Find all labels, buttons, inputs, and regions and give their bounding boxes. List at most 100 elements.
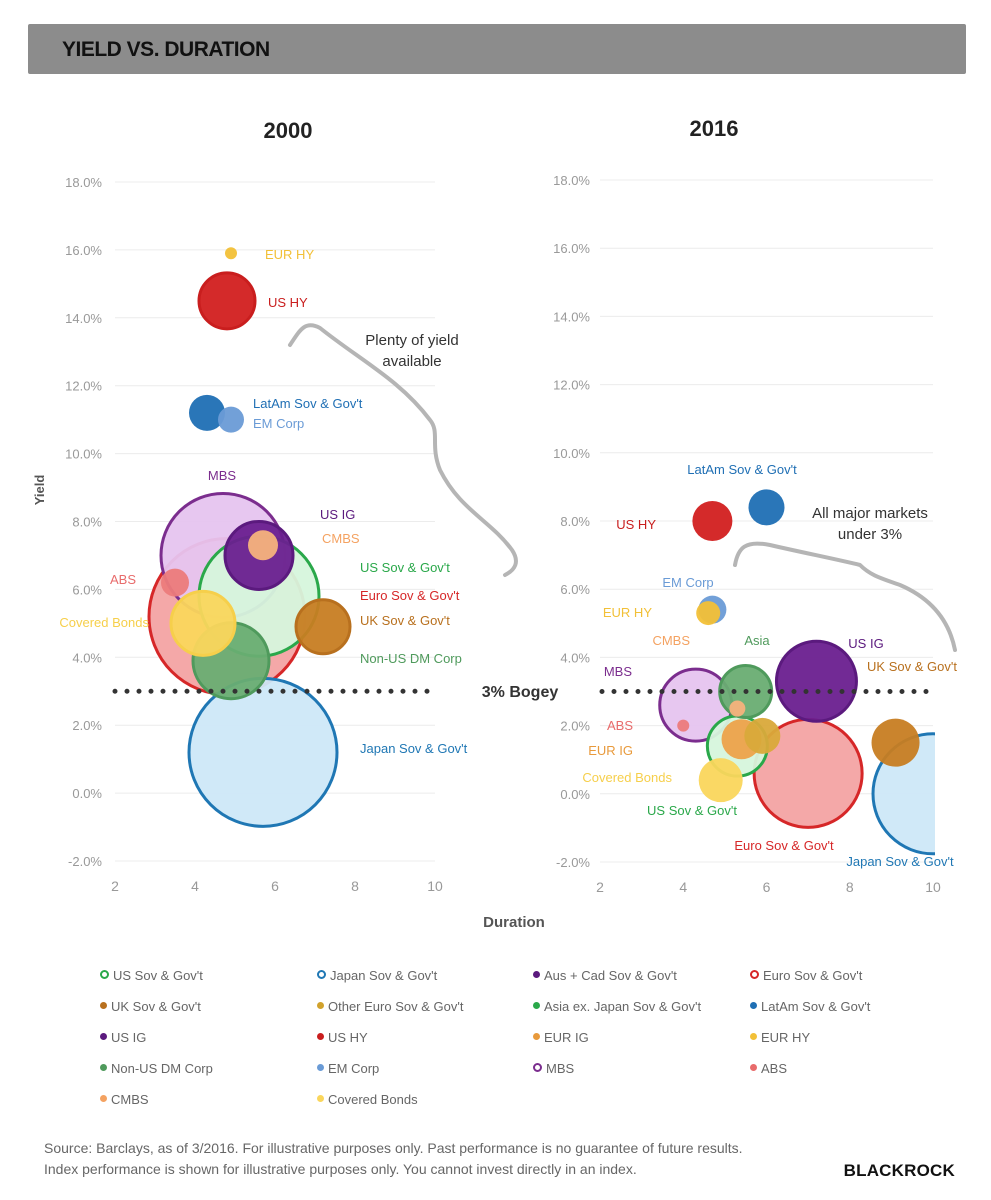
- legend-swatch: [750, 970, 759, 980]
- legend-swatch: [100, 970, 109, 980]
- legend-item-us-hy: US HY: [317, 1030, 368, 1045]
- legend-label: LatAm Sov & Gov't: [761, 999, 871, 1014]
- legend-swatch: [317, 970, 326, 980]
- bubble-eur-hy: [696, 601, 721, 626]
- y-tick-label: 2.0%: [560, 719, 590, 734]
- point-label-cmbs: CMBS: [322, 531, 360, 546]
- legend-item-euro-sov-gov-t: Euro Sov & Gov't: [750, 968, 862, 983]
- annotation-text: under 3%: [838, 526, 902, 543]
- legend-item-us-sov-gov-t: US Sov & Gov't: [100, 968, 203, 983]
- legend-label: US IG: [111, 1030, 147, 1045]
- point-label-mbs: MBS: [208, 468, 237, 483]
- legend-label: Other Euro Sov & Gov't: [328, 999, 464, 1014]
- y-tick-label: 12.0%: [553, 378, 590, 393]
- point-label-japan-sov-gov-t: Japan Sov & Gov't: [846, 854, 954, 869]
- point-label-uk-sov-gov-t: UK Sov & Gov't: [360, 613, 450, 628]
- annotation-text: All major markets: [812, 505, 928, 522]
- legend-item-abs: ABS: [750, 1061, 787, 1076]
- x-tick-label: 10: [427, 878, 443, 894]
- bubble-eur-hy: [225, 247, 237, 260]
- y-tick-label: 4.0%: [560, 650, 590, 665]
- legend-label: CMBS: [111, 1092, 149, 1107]
- legend-item-aus-cad-sov-gov-t: Aus + Cad Sov & Gov't: [533, 968, 677, 983]
- page-title: YIELD VS. DURATION: [62, 38, 270, 61]
- legend-label: EUR HY: [761, 1030, 811, 1045]
- point-label-latam-sov-gov-t: LatAm Sov & Gov't: [687, 462, 797, 477]
- point-label-non-us-dm-corp: Non-US DM Corp: [360, 651, 462, 666]
- chart-title: 2016: [690, 116, 739, 141]
- bubble-latam-sov-gov-t: [189, 394, 225, 431]
- x-tick-label: 6: [763, 879, 771, 895]
- legend-swatch: [750, 1002, 757, 1010]
- legend-label: UK Sov & Gov't: [111, 999, 201, 1014]
- y-tick-label: 10.0%: [553, 446, 590, 461]
- x-tick-label: 2: [596, 879, 604, 895]
- legend-item-japan-sov-gov-t: Japan Sov & Gov't: [317, 968, 437, 983]
- legend-item-uk-sov-gov-t: UK Sov & Gov't: [100, 999, 201, 1014]
- point-label-mbs: MBS: [604, 664, 633, 679]
- legend-item-em-corp: EM Corp: [317, 1061, 379, 1076]
- point-label-eur-hy: EUR HY: [265, 247, 314, 262]
- y-tick-label: -2.0%: [556, 855, 590, 870]
- bubble-abs: [677, 719, 690, 732]
- legend-label: Japan Sov & Gov't: [330, 968, 438, 983]
- legend-item-cmbs: CMBS: [100, 1092, 149, 1107]
- blackrock-logo: BLACKROCK: [844, 1161, 955, 1181]
- chart-panel-2016: 2016 -2.0% 0.0% 2.0% 4.0% 6.0% 8.0% 10.0% 12.0% 1…: [553, 116, 957, 895]
- legend-label: Aus + Cad Sov & Gov't: [544, 968, 677, 983]
- bubble-em-corp: [218, 406, 244, 433]
- point-label-asia: Asia: [744, 633, 770, 648]
- legend-item-non-us-dm-corp: Non-US DM Corp: [100, 1061, 213, 1076]
- x-axis-label: Duration: [483, 914, 545, 931]
- legend-swatch: [317, 1002, 324, 1010]
- y-tick-label: 14.0%: [65, 311, 102, 326]
- x-tick-label: 10: [925, 879, 941, 895]
- legend-item-mbs: MBS: [533, 1061, 574, 1076]
- legend-label: ABS: [761, 1061, 788, 1076]
- legend-label: Asia ex. Japan Sov & Gov't: [544, 999, 702, 1014]
- bubble-other-euro-sov-gov-t: [744, 717, 781, 754]
- annotation-brace: [288, 323, 518, 577]
- annotation-brace: [733, 541, 957, 652]
- legend-label: US HY: [328, 1030, 368, 1045]
- point-label-cmbs: CMBS: [652, 633, 690, 648]
- y-tick-label: 6.0%: [72, 582, 102, 597]
- legend-swatch: [317, 1095, 324, 1103]
- legend-label: EM Corp: [328, 1061, 380, 1076]
- point-label-us-sov-gov-t: US Sov & Gov't: [647, 803, 737, 818]
- bubble-covered-bonds: [698, 758, 743, 803]
- legend-swatch: [100, 1095, 107, 1103]
- legend-swatch: [750, 1064, 757, 1072]
- legend-item-other-euro-sov-gov-t: Other Euro Sov & Gov't: [317, 999, 463, 1014]
- legend-swatch: [100, 1002, 107, 1010]
- point-label-us-sov-gov-t: US Sov & Gov't: [360, 560, 450, 575]
- point-label-us-hy: US HY: [616, 517, 656, 532]
- bubble-uk-sov-gov-t: [294, 598, 352, 656]
- point-label-abs: ABS: [607, 718, 633, 733]
- legend-item-eur-hy: EUR HY: [750, 1030, 810, 1045]
- point-label-us-hy: US HY: [268, 295, 308, 310]
- x-tick-label: 4: [679, 879, 687, 895]
- y-tick-label: 16.0%: [65, 243, 102, 258]
- legend-item-asia-ex-japan-sov-gov-t: Asia ex. Japan Sov & Gov't: [533, 999, 701, 1014]
- point-label-latam-sov-gov-t: LatAm Sov & Gov't: [253, 396, 363, 411]
- chart-title: 2000: [264, 118, 313, 143]
- bubble-abs: [161, 568, 189, 597]
- y-tick-label: 8.0%: [72, 515, 102, 530]
- point-label-japan-sov-gov-t: Japan Sov & Gov't: [360, 741, 468, 756]
- bubble-uk-sov-gov-t: [871, 718, 920, 767]
- legend-label: Non-US DM Corp: [111, 1061, 213, 1076]
- header-bar: YIELD VS. DURATION: [28, 24, 966, 74]
- annotation-text: Plenty of yield: [365, 332, 458, 349]
- y-tick-label: 18.0%: [65, 175, 102, 190]
- legend-swatch: [533, 1063, 542, 1073]
- point-label-uk-sov-gov-t: UK Sov & Gov't: [867, 659, 957, 674]
- y-tick-label: 0.0%: [560, 787, 590, 802]
- legend-swatch: [533, 971, 540, 979]
- chart-panel-2000: 2000 -2.0% 0.0% 2.0% 4.0% 6.0% 8.0% 10.0% 12.0% 1…: [59, 118, 558, 894]
- legend-item-latam-sov-gov-t: LatAm Sov & Gov't: [750, 999, 870, 1014]
- bubble-cmbs: [729, 700, 746, 717]
- legend-label: MBS: [546, 1061, 575, 1076]
- x-tick-label: 4: [191, 878, 199, 894]
- bubble-latam-sov-gov-t: [748, 489, 785, 526]
